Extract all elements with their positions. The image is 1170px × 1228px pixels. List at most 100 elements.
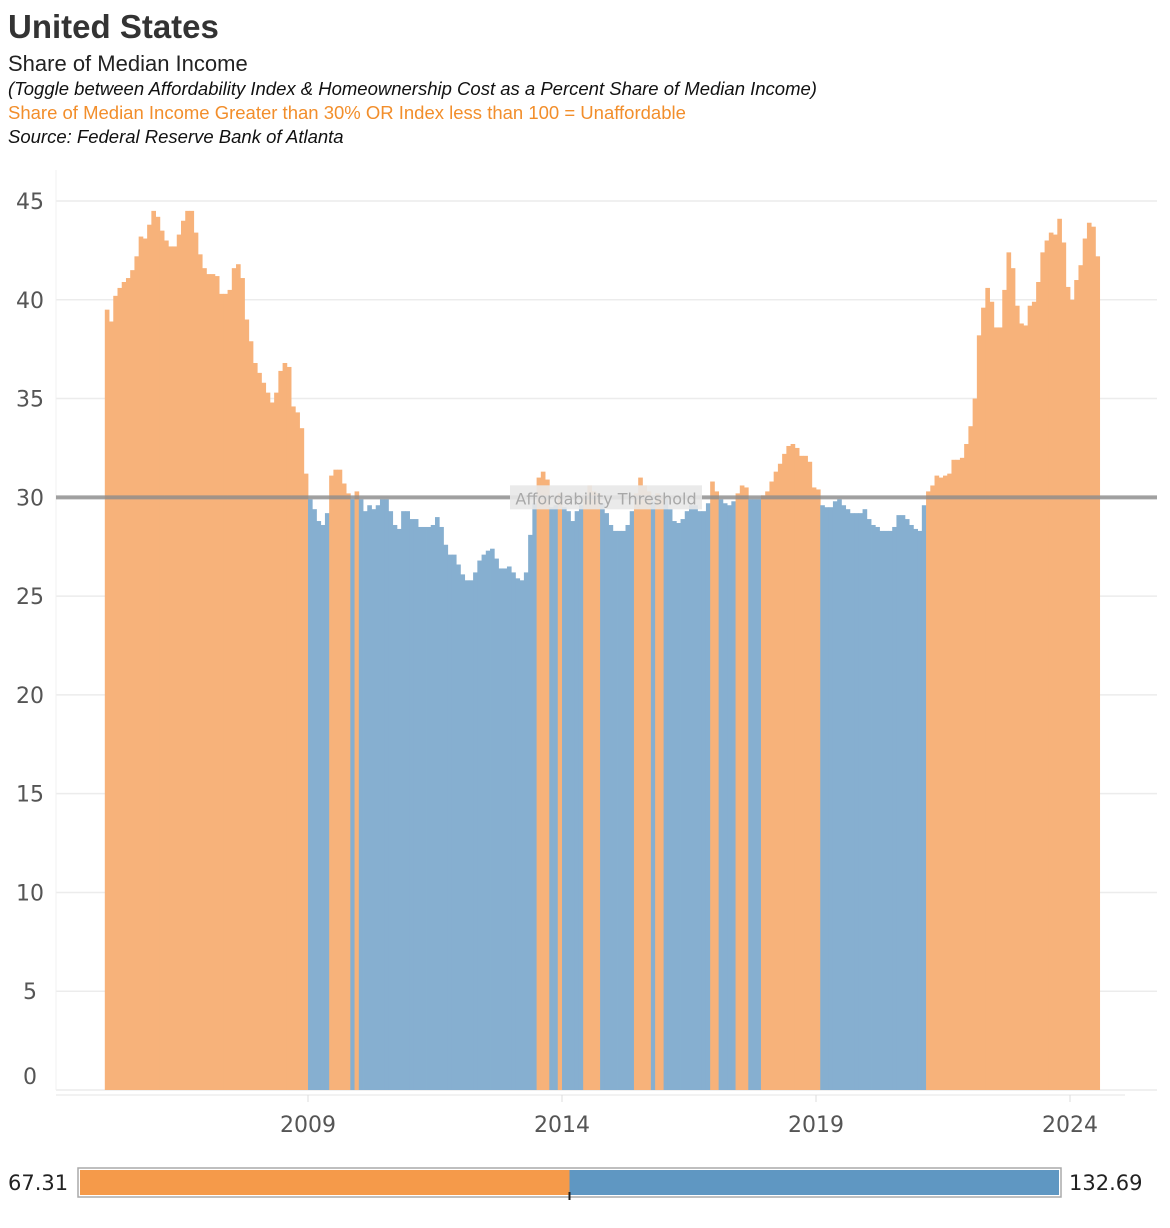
bar <box>985 287 990 1090</box>
bar <box>227 289 233 1090</box>
bar <box>460 574 466 1090</box>
bar <box>921 505 927 1090</box>
bar <box>600 503 605 1090</box>
bar <box>430 524 436 1090</box>
bar <box>1053 234 1058 1090</box>
bar <box>1086 222 1092 1091</box>
bar <box>481 554 487 1090</box>
bar <box>202 268 207 1090</box>
bar <box>828 507 834 1090</box>
bar <box>244 319 250 1090</box>
bar <box>926 491 931 1090</box>
bar <box>316 521 322 1090</box>
bar <box>663 499 669 1090</box>
bar <box>553 505 559 1090</box>
bar <box>837 499 842 1090</box>
bar <box>739 485 745 1091</box>
bar <box>341 483 347 1090</box>
bar <box>604 513 609 1090</box>
threshold-label: Affordability Threshold <box>515 489 696 508</box>
bar <box>388 511 394 1090</box>
bar <box>1048 232 1054 1090</box>
bar <box>875 526 880 1090</box>
bar <box>426 526 432 1090</box>
y-tick-label: 15 <box>16 783 44 808</box>
bar <box>189 210 195 1090</box>
bar <box>494 558 499 1090</box>
bar <box>422 526 427 1090</box>
bar <box>955 459 961 1090</box>
bar <box>676 523 681 1090</box>
y-tick-label: 45 <box>16 190 44 215</box>
bar <box>1044 240 1050 1090</box>
bar <box>570 521 576 1090</box>
bar <box>308 499 313 1090</box>
bar <box>981 307 986 1090</box>
bar <box>866 519 872 1090</box>
bar <box>642 485 648 1091</box>
bar <box>130 270 135 1091</box>
bar <box>384 499 389 1090</box>
bar <box>502 568 508 1090</box>
bar <box>490 548 495 1090</box>
bar <box>392 524 398 1090</box>
bar <box>219 293 224 1091</box>
bar <box>689 505 694 1090</box>
bar <box>515 578 521 1090</box>
bar <box>722 503 728 1090</box>
bar <box>938 477 944 1091</box>
bar <box>566 511 571 1090</box>
bar <box>134 256 140 1090</box>
bar <box>1082 238 1088 1091</box>
bar <box>231 268 237 1090</box>
bar <box>591 491 597 1090</box>
bar <box>1065 286 1071 1091</box>
bar <box>858 513 863 1090</box>
bar <box>799 455 804 1090</box>
bar <box>549 507 554 1090</box>
bar <box>125 278 131 1091</box>
bar <box>790 443 796 1090</box>
bar <box>1070 299 1075 1090</box>
bar <box>773 471 779 1090</box>
y-tick-label: 40 <box>16 289 44 314</box>
bar <box>608 524 614 1090</box>
bar <box>782 453 787 1091</box>
bar <box>523 572 529 1090</box>
bar <box>528 534 533 1090</box>
bar <box>1014 305 1020 1090</box>
bar <box>532 503 537 1090</box>
bar <box>511 572 516 1090</box>
bar <box>646 491 652 1090</box>
bar <box>375 505 381 1090</box>
bar <box>464 580 470 1090</box>
bar <box>371 509 377 1091</box>
bar <box>261 382 267 1090</box>
bar <box>697 511 703 1090</box>
bar <box>672 521 677 1090</box>
bar <box>1036 281 1041 1090</box>
bar <box>181 220 186 1090</box>
bar <box>583 495 588 1090</box>
bar <box>206 274 212 1090</box>
bar <box>900 515 906 1090</box>
bar <box>193 232 199 1090</box>
y-tick-label: 0 <box>23 1065 37 1090</box>
bar <box>807 461 813 1091</box>
bar <box>379 499 385 1090</box>
bar <box>917 530 923 1090</box>
bar <box>519 580 525 1090</box>
bar <box>1002 289 1007 1090</box>
bar <box>701 511 707 1090</box>
bar <box>401 511 406 1090</box>
bar <box>155 216 161 1090</box>
bar <box>854 513 859 1090</box>
bar <box>113 295 118 1090</box>
bar <box>320 524 326 1090</box>
bar <box>456 564 461 1090</box>
bar <box>964 443 969 1090</box>
bar <box>333 469 339 1091</box>
bar <box>540 471 546 1090</box>
bar <box>744 487 749 1090</box>
bar <box>303 473 309 1090</box>
